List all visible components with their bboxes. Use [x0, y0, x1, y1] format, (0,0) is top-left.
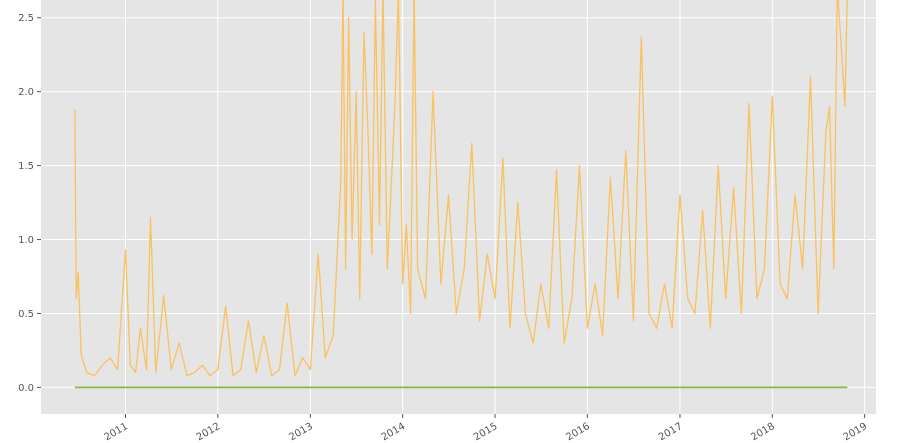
y-tick-label: 2.5 [18, 13, 34, 24]
x-tick-label: 2017 [657, 421, 685, 443]
series-line-1 [74, 0, 848, 377]
y-axis: 0.0 0.5 1.0 1.5 2.0 2.5 [18, 13, 41, 394]
x-tick-label: 2012 [195, 421, 223, 443]
grid-lines [41, 0, 876, 414]
plot-background [41, 0, 876, 414]
y-tick-label: 1.0 [18, 235, 34, 246]
series-layer [74, 0, 848, 389]
y-tick-label: 0.5 [18, 309, 34, 320]
x-tick-label: 2018 [749, 421, 777, 443]
x-tick-label: 2019 [842, 421, 870, 443]
y-tick-label: 1.5 [18, 161, 34, 172]
x-axis: 2011 2012 2013 2014 2015 2016 2017 2018 2019 [102, 414, 869, 443]
x-tick-label: 2011 [102, 421, 130, 443]
y-tick-label: 2.0 [18, 87, 34, 98]
x-tick-label: 2014 [380, 421, 408, 443]
y-tick-label: 0.0 [18, 383, 34, 394]
x-tick-label: 2016 [564, 421, 592, 443]
x-tick-label: 2013 [287, 421, 315, 443]
x-tick-label: 2015 [472, 421, 500, 443]
